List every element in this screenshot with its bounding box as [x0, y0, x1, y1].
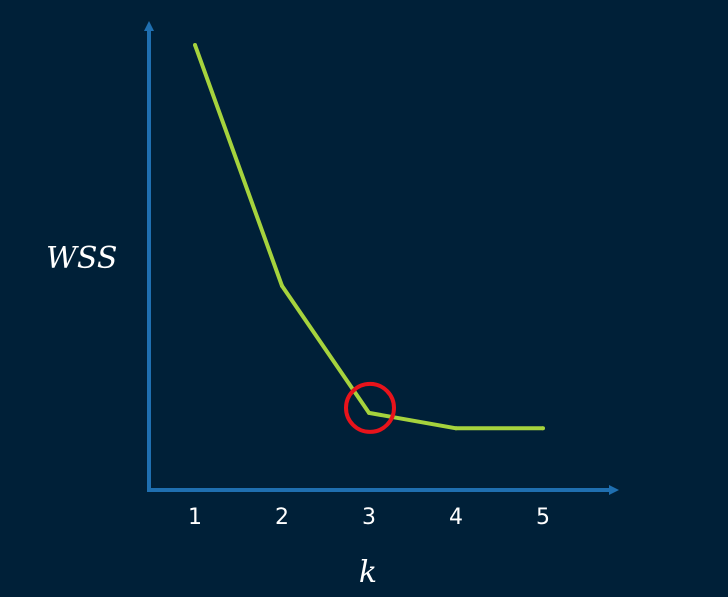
data-point-2	[280, 283, 284, 288]
x-tick-labels: 1 2 3 4 5	[188, 505, 550, 530]
elbow-highlight-circle	[344, 381, 396, 434]
data-point-3	[367, 410, 371, 415]
data-point-4	[454, 426, 458, 431]
data-points	[193, 43, 545, 431]
x-tick-label-5: 5	[536, 505, 550, 530]
series-line-wss	[193, 44, 543, 431]
x-tick-label-4: 4	[449, 505, 463, 530]
data-point-5	[541, 426, 545, 431]
x-tick-label-2: 2	[275, 505, 289, 530]
x-tick-label-3: 3	[362, 505, 376, 530]
y-axis-label: WSS	[46, 241, 117, 276]
x-tick-label-1: 1	[188, 505, 202, 530]
data-point-1	[193, 43, 197, 47]
x-axis-label: k	[359, 555, 377, 590]
